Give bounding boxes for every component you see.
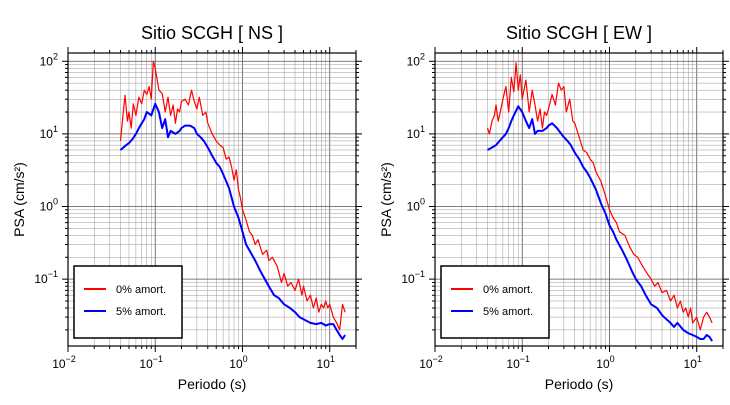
x-tick-label: 100 <box>596 354 614 371</box>
legend-label: 5% amort. <box>116 306 166 318</box>
y-axis-label: PSA (cm/s²) <box>378 162 394 237</box>
legend: 0% amort. 5% amort. <box>73 265 183 339</box>
y-tick-label: 10−1 <box>34 269 58 286</box>
legend-box <box>440 265 550 339</box>
x-tick-label: 10−1 <box>139 354 163 371</box>
y-tick-label: 101 <box>407 124 425 141</box>
tick-marks <box>62 47 362 352</box>
chart-panel-2: 10−2 10−1 100 101 10−1 100 101 102 Sitio SCGH [ … <box>378 23 729 392</box>
y-tick-label: 10−1 <box>401 269 425 286</box>
chart-title: Sitio SCGH [ EW ] <box>506 23 652 43</box>
legend-label: 0% amort. <box>483 284 533 296</box>
x-tick-label: 10−1 <box>506 354 530 371</box>
x-tick-label: 10−2 <box>52 354 76 371</box>
x-tick-label: 101 <box>317 354 335 371</box>
series-line-blue <box>119 102 346 340</box>
series-line-red <box>486 62 713 331</box>
tick-marks <box>429 47 729 352</box>
grid-lines <box>435 53 723 346</box>
x-tick-label: 101 <box>684 354 702 371</box>
series-line-blue <box>487 105 713 342</box>
x-tick-label: 10−2 <box>419 354 443 371</box>
legend-label: 0% amort. <box>116 284 166 296</box>
x-axis-label: Periodo (s) <box>545 376 613 392</box>
chart-title: Sitio SCGH [ NS ] <box>141 23 283 43</box>
x-tick-label: 100 <box>229 354 247 371</box>
legend-label: 5% amort. <box>483 306 533 318</box>
y-tick-label: 100 <box>407 197 425 214</box>
chart-panel-1: 10−2 10−1 100 101 10−1 100 101 102 Sitio SCGH [ … <box>11 23 362 392</box>
y-tick-label: 100 <box>40 197 58 214</box>
plot-frame <box>67 52 357 347</box>
x-axis-label: Periodo (s) <box>178 376 246 392</box>
legend: 0% amort. 5% amort. <box>440 265 550 339</box>
y-tick-label: 101 <box>40 124 58 141</box>
plot-frame <box>434 52 724 347</box>
y-tick-label: 102 <box>40 51 58 68</box>
series-line-red <box>119 60 346 331</box>
y-axis-label: PSA (cm/s²) <box>11 162 27 237</box>
y-tick-label: 102 <box>407 51 425 68</box>
legend-box <box>73 265 183 339</box>
